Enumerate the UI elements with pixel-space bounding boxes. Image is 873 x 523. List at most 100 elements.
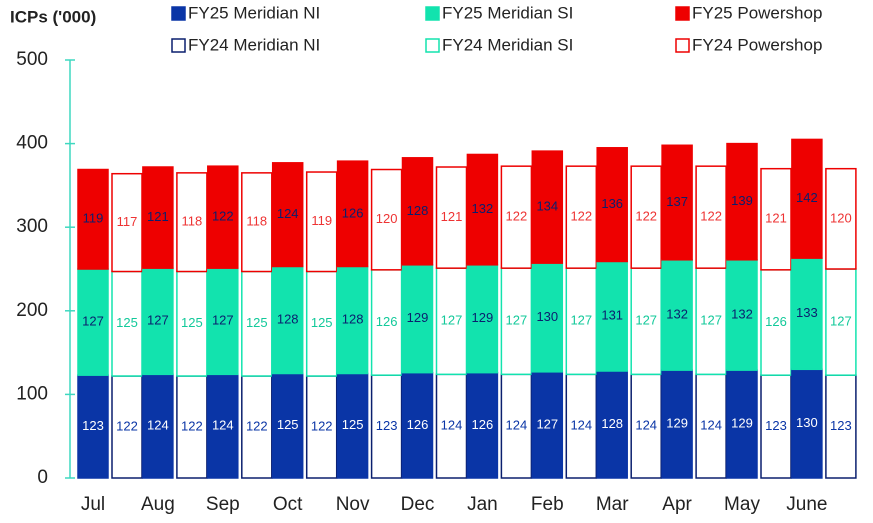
legend-label: FY25 Meridian SI <box>442 3 573 22</box>
data-label: 119 <box>83 211 104 226</box>
data-label: 128 <box>277 311 299 326</box>
data-label: 126 <box>407 417 429 432</box>
data-label: 129 <box>407 310 429 325</box>
bar-segment <box>760 269 792 376</box>
bar-segment <box>825 268 857 376</box>
data-label: 130 <box>796 415 818 430</box>
y-tick-label: 500 <box>16 49 48 70</box>
data-label: 122 <box>212 209 234 224</box>
data-label: 123 <box>765 418 787 433</box>
bar-segment <box>305 375 338 479</box>
data-label: 127 <box>506 313 528 328</box>
bar-segment <box>370 168 403 271</box>
x-tick-label: Mar <box>596 494 629 515</box>
data-label: 126 <box>342 205 364 220</box>
bar-segment <box>142 267 174 376</box>
x-tick-label: Jan <box>467 494 498 515</box>
bar-segment <box>77 374 109 479</box>
bar-segment <box>336 160 369 268</box>
data-label: 129 <box>731 416 753 431</box>
data-label: 122 <box>700 209 722 224</box>
bar-segment <box>661 259 693 371</box>
bar-segment <box>596 370 628 479</box>
legend-label: FY25 Powershop <box>692 3 822 22</box>
bar-segment <box>207 165 239 269</box>
data-label: 132 <box>472 201 494 216</box>
legend-swatch <box>675 6 690 21</box>
data-label: 142 <box>796 190 818 205</box>
bar-segment <box>111 172 143 273</box>
legend-label: FY25 Meridian NI <box>188 3 320 22</box>
data-label: 136 <box>601 196 623 211</box>
bar-segment <box>661 144 693 261</box>
bar-segment <box>531 150 564 264</box>
bar-segment <box>726 259 758 371</box>
data-label: 122 <box>181 418 203 433</box>
bar-segment <box>305 171 338 273</box>
bar-segment <box>241 270 273 377</box>
bar-segment <box>630 373 662 479</box>
data-label: 125 <box>311 315 333 330</box>
bar-segment <box>207 373 239 479</box>
x-tick-label: Oct <box>273 494 303 515</box>
y-axis-label: ICPs ('000) <box>10 7 96 26</box>
bar-segment <box>791 368 823 479</box>
data-label: 118 <box>182 214 203 229</box>
data-label: 124 <box>277 206 299 221</box>
data-label: 127 <box>441 313 463 328</box>
x-tick-label: Dec <box>401 494 435 515</box>
bar-segment <box>661 369 693 479</box>
y-tick-label: 0 <box>37 467 48 488</box>
data-label: 125 <box>116 315 138 330</box>
data-label: 124 <box>570 418 592 433</box>
bar-segment <box>241 172 273 273</box>
x-tick-label: Sep <box>206 494 240 515</box>
bar-segment <box>791 257 823 371</box>
data-label: 124 <box>147 418 169 433</box>
bar-segment <box>726 369 758 479</box>
bar-segment <box>77 168 109 270</box>
bar-segment <box>176 172 208 273</box>
data-label: 133 <box>796 305 818 320</box>
bar-segment <box>825 167 857 270</box>
data-label: 123 <box>830 418 852 433</box>
bar-segment <box>176 375 208 479</box>
bar-segment <box>695 165 727 269</box>
data-label: 118 <box>246 214 267 229</box>
data-label: 123 <box>376 418 398 433</box>
data-label: 119 <box>311 213 332 228</box>
data-label: 127 <box>570 313 592 328</box>
legend-swatch <box>171 38 186 53</box>
bar-segment <box>565 267 598 376</box>
legend-swatch <box>171 6 186 21</box>
legend-swatch <box>675 38 690 53</box>
data-label: 128 <box>407 203 429 218</box>
bar-segment <box>695 373 727 479</box>
bar-segment <box>142 166 174 269</box>
bar-segment <box>241 375 273 479</box>
bar-segment <box>630 165 662 269</box>
bar-segment <box>596 147 628 263</box>
bar-segment <box>271 162 304 268</box>
bar-segment <box>370 374 403 479</box>
bar-segment <box>336 372 369 479</box>
data-label: 121 <box>441 209 463 224</box>
data-label: 120 <box>376 211 398 226</box>
data-label: 127 <box>82 314 104 329</box>
x-tick-label: Apr <box>662 494 692 515</box>
bar-segment <box>500 165 533 269</box>
legend-swatch <box>425 6 440 21</box>
bar-segment <box>760 167 792 271</box>
data-label: 122 <box>246 418 268 433</box>
bar-segment <box>370 269 403 376</box>
bar-segment <box>565 373 598 479</box>
data-label: 134 <box>536 199 558 214</box>
bar-segment <box>176 270 208 377</box>
x-tick-label: June <box>786 494 827 515</box>
data-label: 129 <box>666 416 688 431</box>
data-label: 128 <box>601 416 623 431</box>
bar-segment <box>531 262 564 373</box>
data-label: 125 <box>181 315 203 330</box>
bar-segment <box>77 268 109 376</box>
